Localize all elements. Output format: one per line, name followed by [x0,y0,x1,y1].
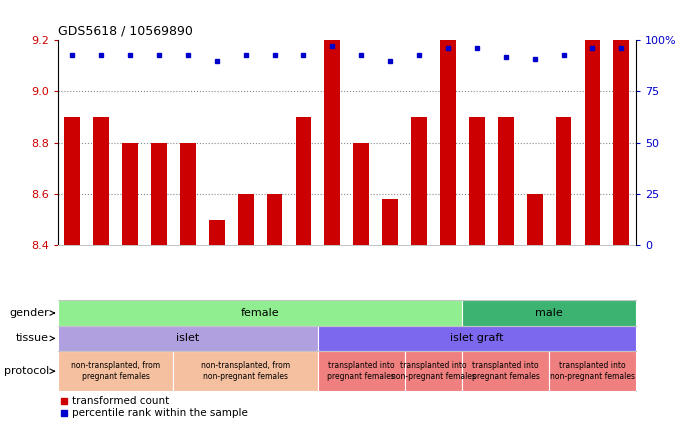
Text: non-transplanted, from
non-pregnant females: non-transplanted, from non-pregnant fema… [201,361,290,381]
Bar [382,199,398,245]
Bar [318,351,405,391]
Text: islet graft: islet graft [450,333,504,343]
Bar [238,194,254,245]
Bar [93,117,109,245]
Bar [462,351,549,391]
Bar [151,143,167,245]
Bar [180,143,196,245]
Text: transplanted into
pregnant females: transplanted into pregnant females [327,361,395,381]
Bar [58,351,173,391]
Bar [296,117,311,245]
Bar [549,351,636,391]
Bar [585,40,600,245]
Text: female: female [241,308,279,318]
Bar [498,117,513,245]
Text: protocol: protocol [4,366,49,376]
Text: gender: gender [10,308,49,318]
Bar [58,300,462,326]
Text: male: male [535,308,563,318]
Bar [65,117,80,245]
Text: GDS5618 / 10569890: GDS5618 / 10569890 [58,25,192,38]
Bar [411,117,427,245]
Bar [324,40,340,245]
Bar [613,40,629,245]
Bar [267,194,282,245]
Bar [440,40,456,245]
Bar [469,117,485,245]
Text: transplanted into
non-pregnant females: transplanted into non-pregnant females [391,361,476,381]
Bar [318,326,636,351]
Text: islet: islet [176,333,199,343]
Bar [354,143,369,245]
Bar [173,351,318,391]
Bar [209,220,224,245]
Bar [122,143,138,245]
Bar [405,351,462,391]
Text: transplanted into
pregnant females: transplanted into pregnant females [472,361,540,381]
Text: percentile rank within the sample: percentile rank within the sample [72,408,248,418]
Text: non-transplanted, from
pregnant females: non-transplanted, from pregnant females [71,361,160,381]
Text: transplanted into
non-pregnant females: transplanted into non-pregnant females [550,361,635,381]
Bar [556,117,571,245]
Bar [58,326,318,351]
Bar [527,194,543,245]
Text: tissue: tissue [16,333,49,343]
Bar [462,300,636,326]
Text: transformed count: transformed count [72,396,169,406]
